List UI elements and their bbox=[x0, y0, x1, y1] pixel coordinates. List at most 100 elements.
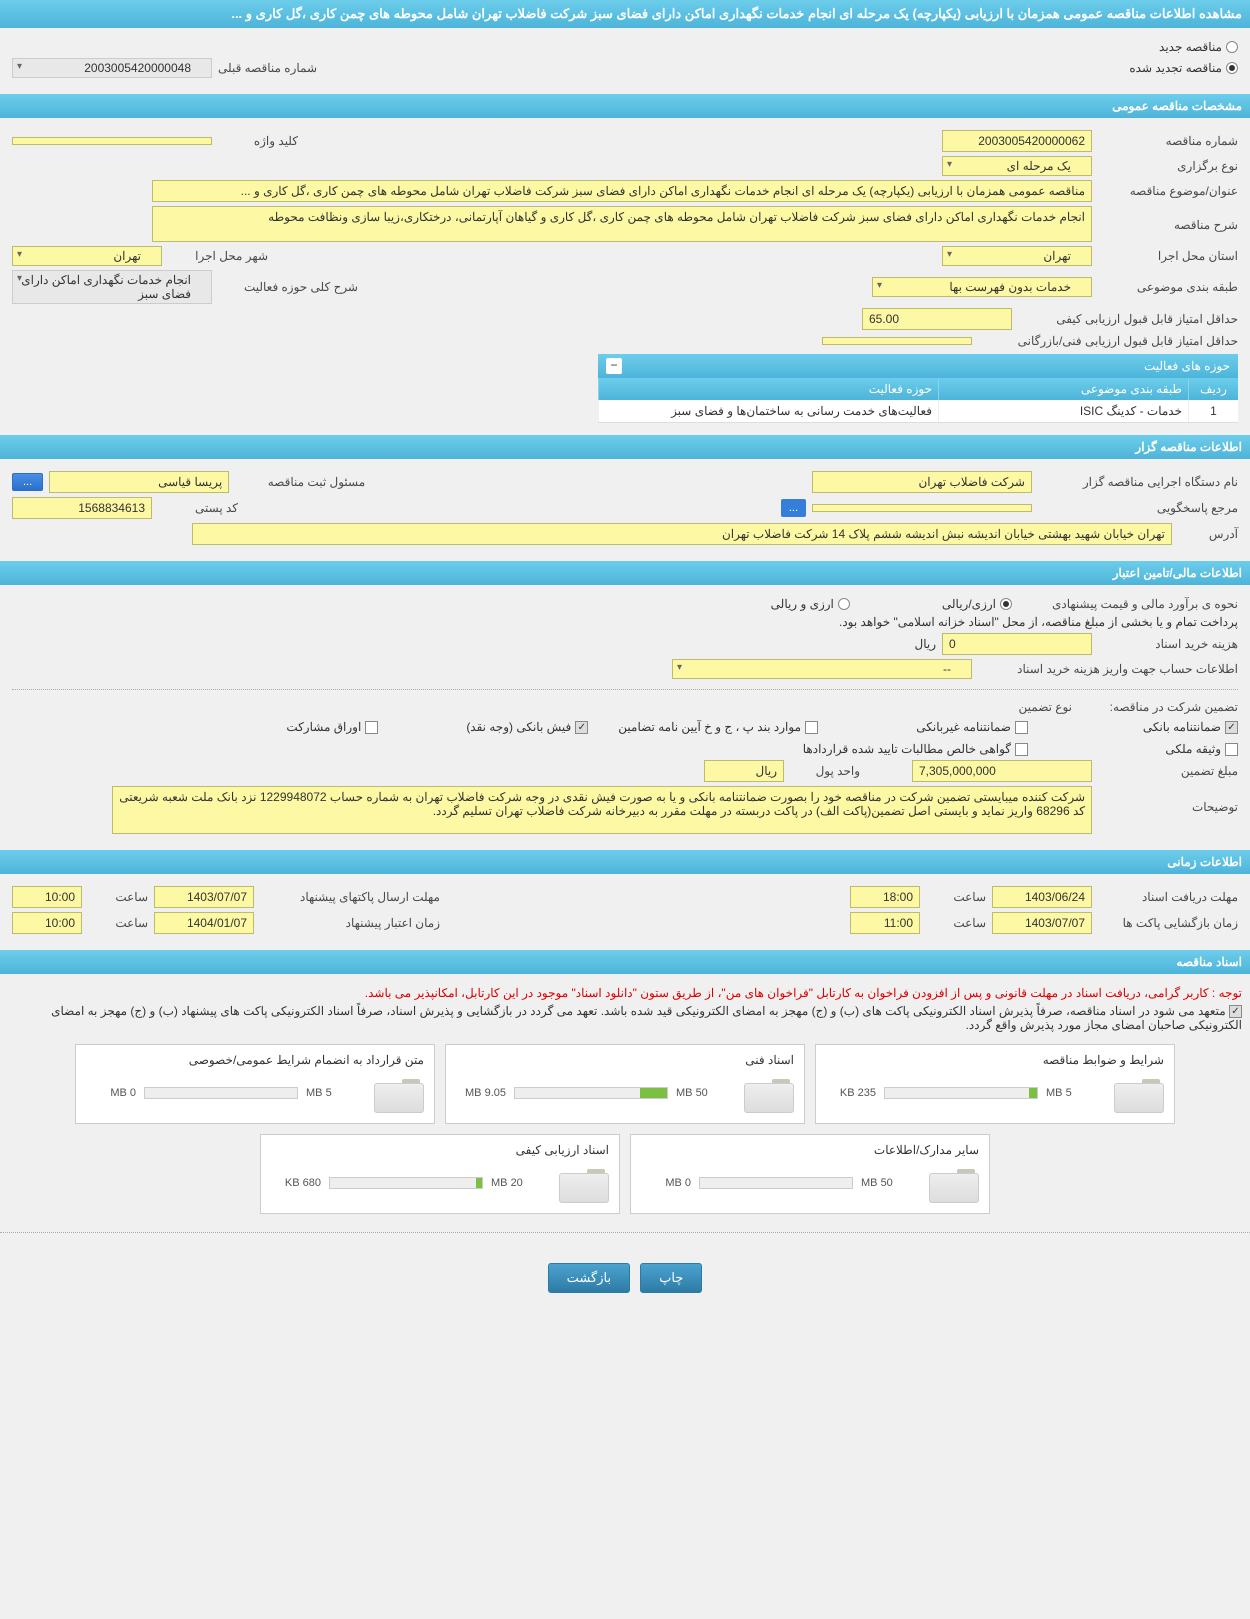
officer-label: مسئول ثبت مناقصه bbox=[235, 475, 365, 489]
folder-icon bbox=[1114, 1073, 1164, 1113]
province-select[interactable]: تهران bbox=[942, 246, 1092, 266]
g-receivables-label: گواهی خالص مطالبات تایید شده قراردادها bbox=[803, 742, 1011, 756]
notes-field: شرکت کننده میبایستی تضمین شرکت در مناقصه… bbox=[112, 786, 1092, 834]
fx-option[interactable]: ارزی و ریالی bbox=[771, 597, 850, 611]
cell-n: 1 bbox=[1188, 400, 1238, 422]
doc-fee-unit: ریال bbox=[914, 637, 936, 651]
class-select[interactable]: خدمات بدون فهرست بها bbox=[872, 277, 1092, 297]
officer-field: پریسا قیاسی bbox=[49, 471, 229, 493]
submit-label: مهلت ارسال پاکتهای پیشنهاد bbox=[260, 890, 440, 904]
doc-fee-field: 0 bbox=[942, 633, 1092, 655]
address-field: تهران خیابان شهید بهشتی خیابان اندیشه نب… bbox=[192, 523, 1172, 545]
g-bonds[interactable]: اوراق مشارکت bbox=[198, 720, 378, 734]
folder-icon bbox=[744, 1073, 794, 1113]
doc-fee-label: هزینه خرید اسناد bbox=[1098, 637, 1238, 651]
doc-size: 0 MB bbox=[641, 1177, 691, 1189]
folder-icon bbox=[559, 1163, 609, 1203]
open-date: 1403/07/07 bbox=[992, 912, 1092, 934]
folder-icon bbox=[929, 1163, 979, 1203]
amount-field: 7,305,000,000 bbox=[912, 760, 1092, 782]
class-label: طبقه بندی موضوعی bbox=[1098, 280, 1238, 294]
financial-note: پرداخت تمام و یا بخشی از مبلغ مناقصه، از… bbox=[839, 615, 1238, 629]
desc-field: انجام خدمات نگهداری اماکن دارای فضای سبز… bbox=[152, 206, 1092, 242]
g-receivables[interactable]: گواهی خالص مطالبات تایید شده قراردادها bbox=[803, 742, 1028, 756]
doc-card[interactable]: اسناد ارزیابی کیفی20 MB680 KB bbox=[260, 1134, 620, 1214]
hour-label-4: ساعت bbox=[88, 916, 148, 930]
doc-card[interactable]: سایر مدارک/اطلاعات 50 MB 0 MB bbox=[630, 1134, 990, 1214]
city-select[interactable]: تهران bbox=[12, 246, 162, 266]
back-button[interactable]: بازگشت bbox=[548, 1263, 630, 1293]
type-select[interactable]: یک مرحله ای bbox=[942, 156, 1092, 176]
officer-lookup-button[interactable]: ... bbox=[12, 473, 43, 491]
hour-label-2: ساعت bbox=[88, 890, 148, 904]
section-financial: اطلاعات مالی/تامین اعتبار bbox=[0, 561, 1250, 585]
folder-icon bbox=[374, 1073, 424, 1113]
desc-label: شرح مناقصه bbox=[1098, 206, 1238, 232]
doc-max: 5 MB bbox=[1046, 1087, 1106, 1099]
doc-size: 9.05 MB bbox=[456, 1087, 506, 1099]
status-renewal[interactable]: مناقصه تجدید شده bbox=[1129, 61, 1238, 75]
min-score: 65.00 bbox=[862, 308, 1012, 330]
doc-size: 235 KB bbox=[826, 1087, 876, 1099]
section-general: مشخصات مناقصه عمومی bbox=[0, 94, 1250, 118]
type-label: نوع برگزاری bbox=[1098, 159, 1238, 173]
doc-title: اسناد ارزیابی کیفی bbox=[267, 1141, 613, 1159]
doc-max: 5 MB bbox=[306, 1087, 366, 1099]
progress-bar bbox=[884, 1087, 1038, 1099]
doc-card[interactable]: اسناد فنی50 MB9.05 MB bbox=[445, 1044, 805, 1124]
doc-card[interactable]: متن قرارداد به انضمام شرایط عمومی/خصوصی 5… bbox=[75, 1044, 435, 1124]
hour-label-3: ساعت bbox=[926, 916, 986, 930]
g-bonds-label: اوراق مشارکت bbox=[286, 720, 361, 734]
g-nonbank-label: ضمانتنامه غیربانکی bbox=[916, 720, 1011, 734]
doc-size: 680 KB bbox=[271, 1177, 321, 1189]
status-new[interactable]: مناقصه جدید bbox=[1159, 40, 1238, 54]
submit-date: 1403/07/07 bbox=[154, 886, 254, 908]
validity-label: زمان اعتبار پیشنهاد bbox=[260, 916, 440, 930]
g-bank[interactable]: ضمانتنامه بانکی bbox=[1058, 720, 1238, 734]
account-select[interactable]: -- bbox=[672, 659, 972, 679]
doc-notice-2: متعهد می شود در اسناد مناقصه، صرفاً پذیر… bbox=[51, 1004, 1242, 1032]
doc-deadline-label: مهلت دریافت اسناد bbox=[1098, 890, 1238, 904]
doc-card[interactable]: شرایط و ضوابط مناقصه 5 MB 235 KB bbox=[815, 1044, 1175, 1124]
unit-field: ریال bbox=[704, 760, 784, 782]
doc-max: 50 MB bbox=[861, 1177, 921, 1189]
province-label: استان محل اجرا bbox=[1098, 249, 1238, 263]
doc-title: شرایط و ضوابط مناقصه bbox=[822, 1051, 1168, 1069]
col-row: ردیف bbox=[1188, 378, 1238, 400]
open-hour: 11:00 bbox=[850, 912, 920, 934]
tender-no: 2003005420000062 bbox=[942, 130, 1092, 152]
min-tech-label: حداقل امتیاز قابل قبول ارزیابی فنی/بازرگ… bbox=[978, 334, 1238, 348]
section-time: اطلاعات زمانی bbox=[0, 850, 1250, 874]
print-button[interactable]: چاپ bbox=[640, 1263, 702, 1293]
min-tech-field bbox=[822, 337, 972, 345]
collapse-button[interactable]: − bbox=[606, 358, 622, 374]
scope-select[interactable]: انجام خدمات نگهداری اماکن دارای فضای سبز bbox=[12, 270, 212, 304]
g-terms[interactable]: موارد بند پ ، ج و خ آیین نامه تضامین bbox=[618, 720, 818, 734]
subject-field: مناقصه عمومی همزمان با ارزیابی (یکپارچه)… bbox=[152, 180, 1092, 202]
doc-deadline-hour: 18:00 bbox=[850, 886, 920, 908]
postal-label: کد پستی bbox=[158, 501, 238, 515]
section-organizer: اطلاعات مناقصه گزار bbox=[0, 435, 1250, 459]
authority-field bbox=[812, 504, 1032, 512]
doc-title: سایر مدارک/اطلاعات bbox=[637, 1141, 983, 1159]
postal-field: 1568834613 bbox=[12, 497, 152, 519]
doc-title: متن قرارداد به انضمام شرایط عمومی/خصوصی bbox=[82, 1051, 428, 1069]
keyword-field bbox=[12, 137, 212, 145]
method-label: نحوه ی برآورد مالی و قیمت پیشنهادی bbox=[1018, 597, 1238, 611]
progress-bar bbox=[699, 1177, 853, 1189]
g-bank-label: ضمانتنامه بانکی bbox=[1143, 720, 1221, 734]
g-nonbank[interactable]: ضمانتنامه غیربانکی bbox=[848, 720, 1028, 734]
prev-number-select[interactable]: 2003005420000048 bbox=[12, 58, 212, 78]
g-property-label: وثیقه ملکی bbox=[1165, 742, 1221, 756]
table-row: 1 خدمات - کدینگ ISIC فعالیت‌های خدمت رسا… bbox=[598, 400, 1238, 423]
doc-max: 50 MB bbox=[676, 1087, 736, 1099]
keyword-label: کلید واژه bbox=[218, 134, 298, 148]
rial-option[interactable]: ارزی/ریالی bbox=[942, 597, 1012, 611]
g-cash[interactable]: فیش بانکی (وجه نقد) bbox=[408, 720, 588, 734]
status-new-label: مناقصه جدید bbox=[1159, 40, 1222, 54]
g-property[interactable]: وثیقه ملکی bbox=[1058, 742, 1238, 756]
status-renewal-label: مناقصه تجدید شده bbox=[1129, 61, 1222, 75]
authority-lookup-button[interactable]: ... bbox=[781, 499, 806, 517]
section-docs: اسناد مناقصه bbox=[0, 950, 1250, 974]
page-title: مشاهده اطلاعات مناقصه عمومی همزمان با ار… bbox=[0, 0, 1250, 28]
